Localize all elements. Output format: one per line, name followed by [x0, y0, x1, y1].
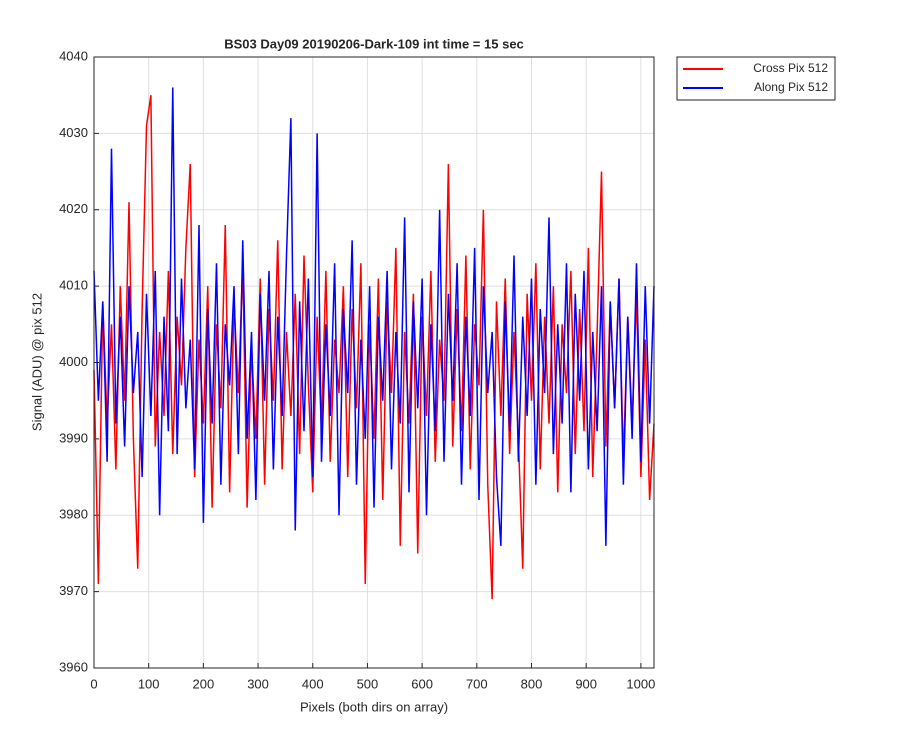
x-tick-label: 900	[575, 676, 597, 691]
x-tick-label: 500	[357, 676, 379, 691]
y-tick-label: 3970	[59, 583, 88, 598]
legend-box	[676, 56, 836, 101]
y-tick-label: 4020	[59, 201, 88, 216]
y-tick-label: 3990	[59, 430, 88, 445]
y-tick-label: 3980	[59, 507, 88, 522]
x-tick-label: 400	[302, 676, 324, 691]
x-tick-label: 100	[138, 676, 160, 691]
x-axis-label: Pixels (both dirs on array)	[300, 699, 448, 714]
data-line	[93, 87, 655, 546]
y-tick-label: 3960	[59, 659, 88, 674]
y-tick-label: 4010	[59, 278, 88, 293]
y-tick-label: 4030	[59, 125, 88, 140]
x-tick-label: 200	[193, 676, 215, 691]
x-tick-label: 1000	[626, 676, 655, 691]
y-tick-label: 4000	[59, 354, 88, 369]
chart-title: BS03 Day09 20190206-Dark-109 int time = …	[224, 36, 524, 51]
legend-label: Cross Pix 512	[753, 61, 828, 75]
x-tick-label: 600	[411, 676, 433, 691]
x-tick-label: 300	[247, 676, 269, 691]
x-tick-label: 800	[521, 676, 543, 691]
x-tick-label: 0	[90, 676, 97, 691]
y-tick-label: 4040	[59, 48, 88, 63]
y-axis-label: Signal (ADU) @ pix 512	[29, 293, 44, 431]
axes-box	[93, 56, 655, 669]
x-tick-label: 700	[466, 676, 488, 691]
legend-label: Along Pix 512	[754, 80, 828, 94]
